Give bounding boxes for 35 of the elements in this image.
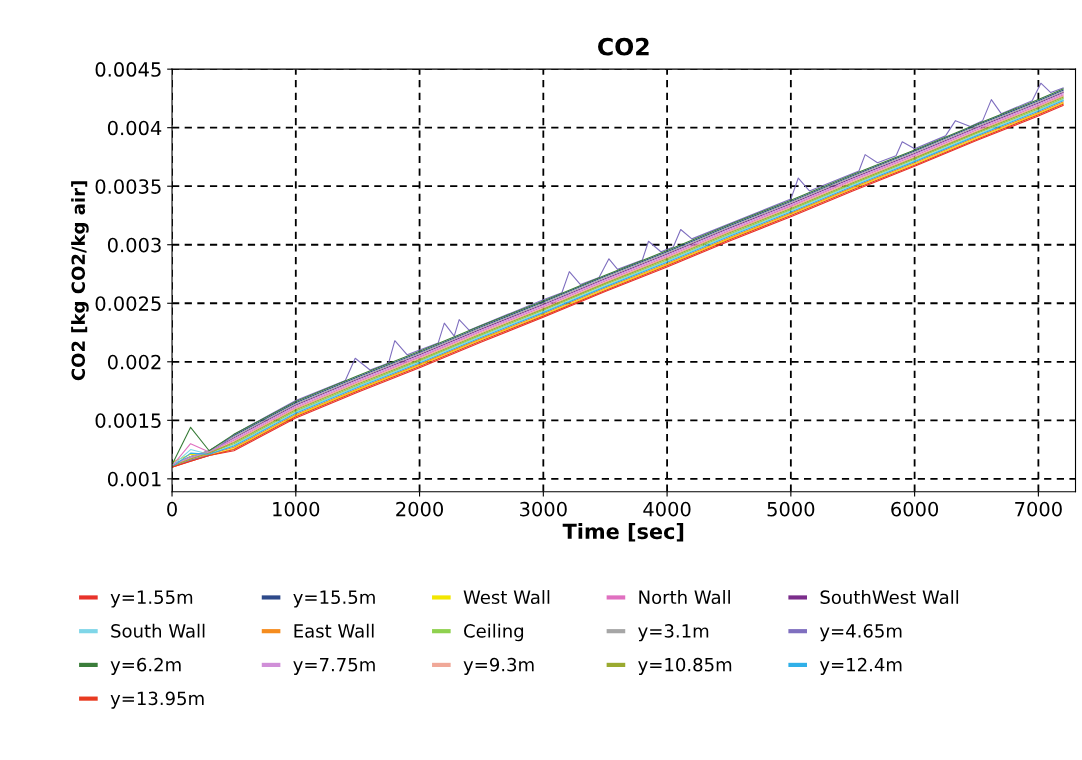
legend-label: y=9.3m [463, 657, 534, 675]
y-tick-label: 0.002 [107, 354, 161, 370]
x-axis-title: Time [sec] [562, 523, 684, 542]
legend-label: y=15.5m [293, 590, 375, 608]
x-tick-label: 6000 [891, 501, 939, 517]
legend-label: y=10.85m [638, 657, 732, 675]
x-tick-label: 7000 [1015, 501, 1062, 517]
y-tick-label: 0.0045 [95, 62, 161, 77]
legend-label: y=13.95m [110, 691, 204, 709]
legend-label: North Wall [639, 590, 730, 605]
legend-label: West Wall [463, 590, 550, 605]
y-tick-label: 0.003 [107, 237, 161, 253]
legend-label: y=1.55m [110, 590, 193, 608]
legend-label: South Wall [111, 623, 205, 638]
legend-label: y=6.2m [110, 657, 181, 675]
y-tick-label: 0.0025 [95, 296, 161, 311]
x-tick-label: 5000 [767, 501, 815, 517]
y-tick-label: 0.001 [107, 471, 161, 487]
y-tick-label: 0.0035 [95, 179, 161, 194]
x-tick-label: 3000 [520, 501, 567, 517]
x-tick-label: 0 [167, 501, 177, 517]
legend-label: y=12.4m [819, 657, 902, 675]
chart-title: CO2 [598, 37, 649, 56]
legend-label: SouthWest Wall [820, 590, 959, 605]
legend-label: y=4.65m [819, 624, 902, 642]
x-tick-label: 1000 [273, 501, 320, 517]
y-axis-title: CO2 [kg CO2/kg air] [71, 181, 89, 381]
legend-label: East Wall [294, 623, 374, 638]
y-tick-label: 0.004 [107, 120, 162, 136]
legend-label: Ceiling [464, 623, 524, 642]
x-tick-label: 4000 [643, 501, 691, 517]
legend-label: y=3.1m [638, 624, 709, 642]
x-tick-label: 2000 [396, 501, 444, 517]
y-tick-label: 0.0015 [95, 413, 161, 428]
legend-label: y=7.75m [293, 658, 375, 675]
